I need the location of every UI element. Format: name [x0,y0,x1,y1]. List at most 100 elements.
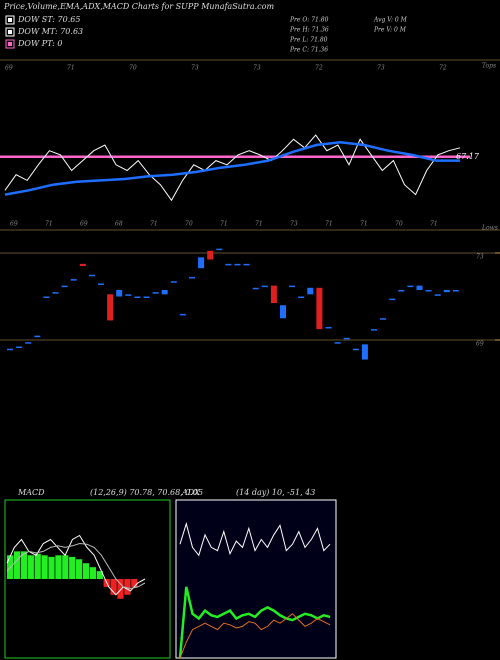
bottom-label: 71 [150,221,158,228]
histogram-bar [69,556,76,579]
bottom-label: 71 [430,221,438,228]
price-info: Pre L: 71.80 [289,37,328,44]
candle-body [261,285,268,288]
legend-label: DOW PT: 0 [17,39,63,48]
histogram-bar [48,556,55,579]
bottom-label: 71 [220,221,228,228]
series-line [4,140,460,196]
candle-body [380,318,387,320]
top-label: 72 [439,65,447,72]
candle-body [361,344,368,360]
candle-body [198,257,205,269]
candle-body [189,276,195,279]
candle-body [298,296,305,298]
top-label: 73 [377,65,385,72]
histogram-bar [20,551,28,579]
candle-body [143,296,150,298]
bottom-label: 69 [80,221,88,228]
candle-body [389,298,396,301]
histogram-bar [96,571,103,579]
histogram-bar [124,579,131,595]
candle-body [116,289,123,297]
level-label: 67.17 [456,152,480,161]
top-label: 70 [129,65,137,72]
y-tick-label: 73 [476,254,484,261]
candle-body [7,348,13,351]
histogram-bar [89,567,97,579]
series-line [179,521,331,557]
candle-body [216,248,223,251]
top-label: 69 [5,65,13,72]
bottom-label: 71 [255,221,263,228]
candle-body [434,294,441,296]
histogram-bar [110,579,117,595]
bottom-label: 70 [395,221,403,228]
candle-body [325,326,332,329]
candle-body [43,296,50,298]
candle-body [70,279,77,281]
price-info: Pre H: 71.36 [289,27,329,34]
candle-body [98,283,104,285]
price-info: Pre V: 0 M [373,27,407,34]
candle-body [352,348,359,351]
candle-body [25,342,32,344]
candle-body [416,285,423,290]
candle-body [225,263,232,266]
series-line [179,613,331,659]
panel-params: (14 day) 10, -51, 43 [236,488,315,497]
legend-label: DOW ST: 70.65 [17,15,80,24]
panel-params: (12,26,9) 70.78, 70.68, 0.05 [90,488,203,497]
series-line [4,134,461,202]
candle-body [343,337,350,340]
page-title: Price,Volume,EMA,ADX,MACD Charts for SUP… [3,2,274,11]
candle-body [252,287,259,290]
series-line [6,542,146,590]
top-label: 72 [315,65,323,72]
legend-swatch-fill [8,18,12,22]
series-line [178,586,331,659]
candle-body [152,292,159,294]
candle-body [316,287,323,330]
candle-body [179,313,186,316]
histogram-bar [41,555,48,579]
candle-body [234,263,241,266]
price-info: Pre O: 71.80 [289,17,329,24]
candle-body [161,289,168,295]
candle-body [79,263,86,267]
histogram-bar [117,579,124,599]
legend-swatch-fill [8,30,12,34]
bottom-label: 73 [290,221,298,228]
candle-body [16,346,23,349]
histogram-bar [27,555,34,579]
bottom-label: 71 [45,221,53,228]
histogram-bar [76,559,83,579]
candle-body [425,289,432,292]
histogram-bar [131,579,138,587]
candle-body [371,329,377,331]
candle-body [280,305,286,319]
histogram-bar [55,555,62,579]
candle-body [170,281,177,283]
tops-note: Tops [482,63,496,70]
candle-body [88,274,95,277]
bottom-label: 71 [360,221,368,228]
top-label: 71 [67,65,75,72]
histogram-bar [82,563,90,579]
top-label: 73 [253,65,261,72]
candle-body [134,296,141,298]
legend-swatch-fill [8,42,12,46]
candle-body [243,263,250,266]
bottom-label: 69 [10,221,18,228]
candle-body [207,250,214,260]
adx-panel [175,499,337,659]
top-label: 73 [191,65,199,72]
price-info: Pre C: 71.36 [289,47,328,54]
panel-title: ADX [181,488,200,497]
candle-body [452,289,459,292]
histogram-bar [34,553,41,579]
candle-body [107,294,114,321]
candle-body [307,287,314,295]
candle-body [334,342,341,344]
candle-body [407,285,414,288]
